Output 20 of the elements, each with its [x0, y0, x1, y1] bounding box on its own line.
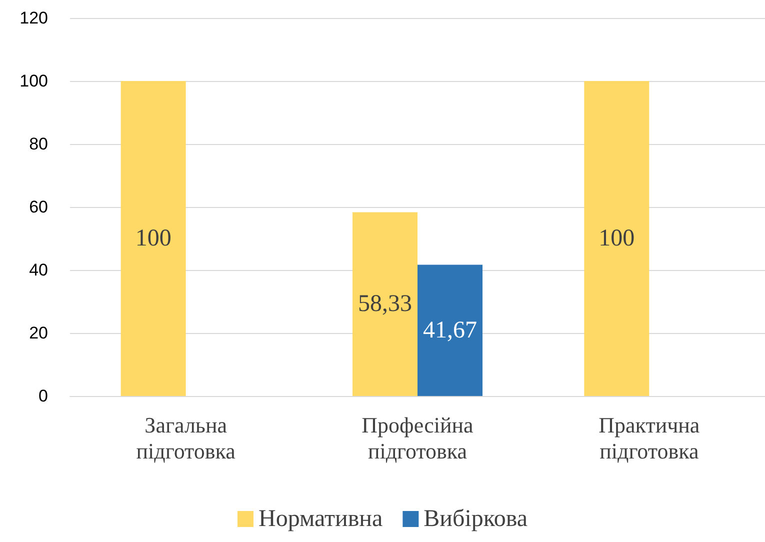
bar — [418, 264, 482, 396]
data-label: 100 — [135, 226, 172, 252]
y-tick-label: 20 — [29, 324, 48, 342]
y-tick-label: 100 — [20, 72, 48, 90]
y-tick-label: 60 — [29, 198, 48, 216]
bar — [584, 81, 650, 396]
x-tick-label: Професійна підготовка — [362, 412, 474, 464]
y-tick-label: 120 — [20, 8, 48, 28]
x-tick-label: Практична підготовка — [598, 412, 700, 464]
y-tick-label: 40 — [29, 260, 48, 280]
data-label: 41,67 — [423, 317, 477, 344]
data-label: 58,33 — [358, 291, 412, 318]
bar — [120, 81, 186, 396]
legend-label: Вибіркова — [424, 506, 528, 532]
bar — [352, 212, 418, 396]
x-tick-label: Загальна підготовка — [136, 412, 236, 464]
y-tick-label: 0 — [38, 386, 48, 406]
legend-label: Нормативна — [258, 506, 384, 532]
y-tick-label: 80 — [29, 134, 48, 154]
data-label: 100 — [598, 226, 635, 252]
